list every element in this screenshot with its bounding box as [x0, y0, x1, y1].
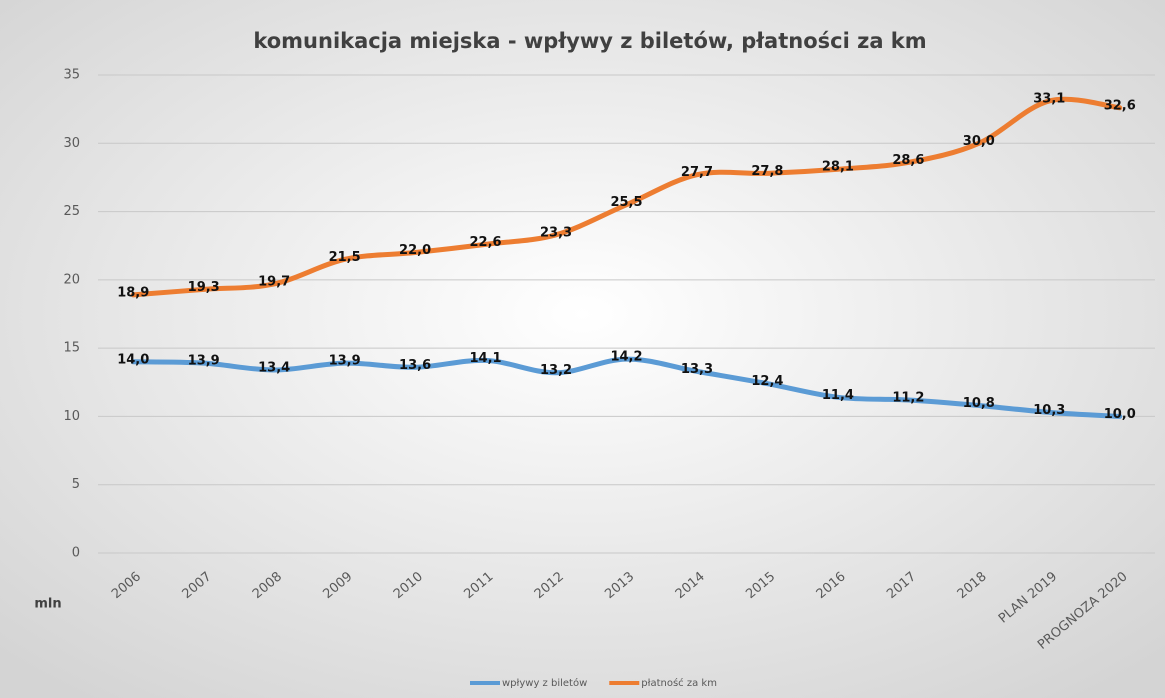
chart-title: komunikacja miejska - wpływy z biletów, … — [253, 29, 926, 53]
y-axis-label: mln — [34, 597, 61, 612]
data-label: 22,6 — [470, 235, 502, 250]
data-label: 27,8 — [751, 164, 783, 179]
data-label: 13,2 — [540, 363, 572, 378]
data-label: 13,4 — [258, 360, 290, 375]
data-label: 27,7 — [681, 165, 713, 180]
data-label: 13,6 — [399, 358, 431, 373]
data-label: 14,2 — [610, 350, 642, 365]
data-label: 13,3 — [681, 362, 713, 377]
data-label: 25,5 — [610, 195, 642, 210]
legend-label: płatność za km — [641, 677, 717, 689]
data-label: 10,0 — [1104, 407, 1136, 422]
y-tick-label: 15 — [63, 341, 80, 356]
y-tick-label: 10 — [63, 409, 80, 424]
data-label: 18,9 — [117, 285, 149, 300]
legend-label: wpływy z biletów — [502, 677, 587, 689]
y-tick-label: 0 — [72, 546, 80, 561]
data-label: 28,1 — [822, 160, 854, 175]
data-label: 30,0 — [963, 134, 995, 149]
data-label: 32,6 — [1104, 98, 1136, 113]
data-label: 13,9 — [329, 354, 361, 369]
data-label: 13,9 — [188, 354, 220, 369]
data-label: 11,2 — [892, 391, 924, 406]
data-label: 23,3 — [540, 225, 572, 240]
series-line — [130, 356, 1123, 419]
data-label: 11,4 — [822, 388, 854, 403]
data-label: 10,3 — [1033, 403, 1065, 418]
data-label: 19,7 — [258, 274, 290, 289]
data-label: 12,4 — [751, 374, 783, 389]
data-label: 14,1 — [470, 351, 502, 366]
data-label: 19,3 — [188, 280, 220, 295]
series-line — [130, 96, 1123, 298]
data-label: 28,6 — [892, 153, 924, 168]
data-label: 33,1 — [1033, 91, 1065, 106]
data-label: 22,0 — [399, 243, 431, 258]
y-tick-label: 35 — [63, 68, 80, 83]
y-tick-label: 5 — [72, 477, 80, 492]
y-tick-label: 20 — [63, 272, 80, 287]
data-label: 10,8 — [963, 396, 995, 411]
y-tick-label: 30 — [63, 136, 80, 151]
data-label: 21,5 — [329, 250, 361, 265]
data-label: 14,0 — [117, 352, 149, 367]
y-tick-label: 25 — [63, 204, 80, 219]
